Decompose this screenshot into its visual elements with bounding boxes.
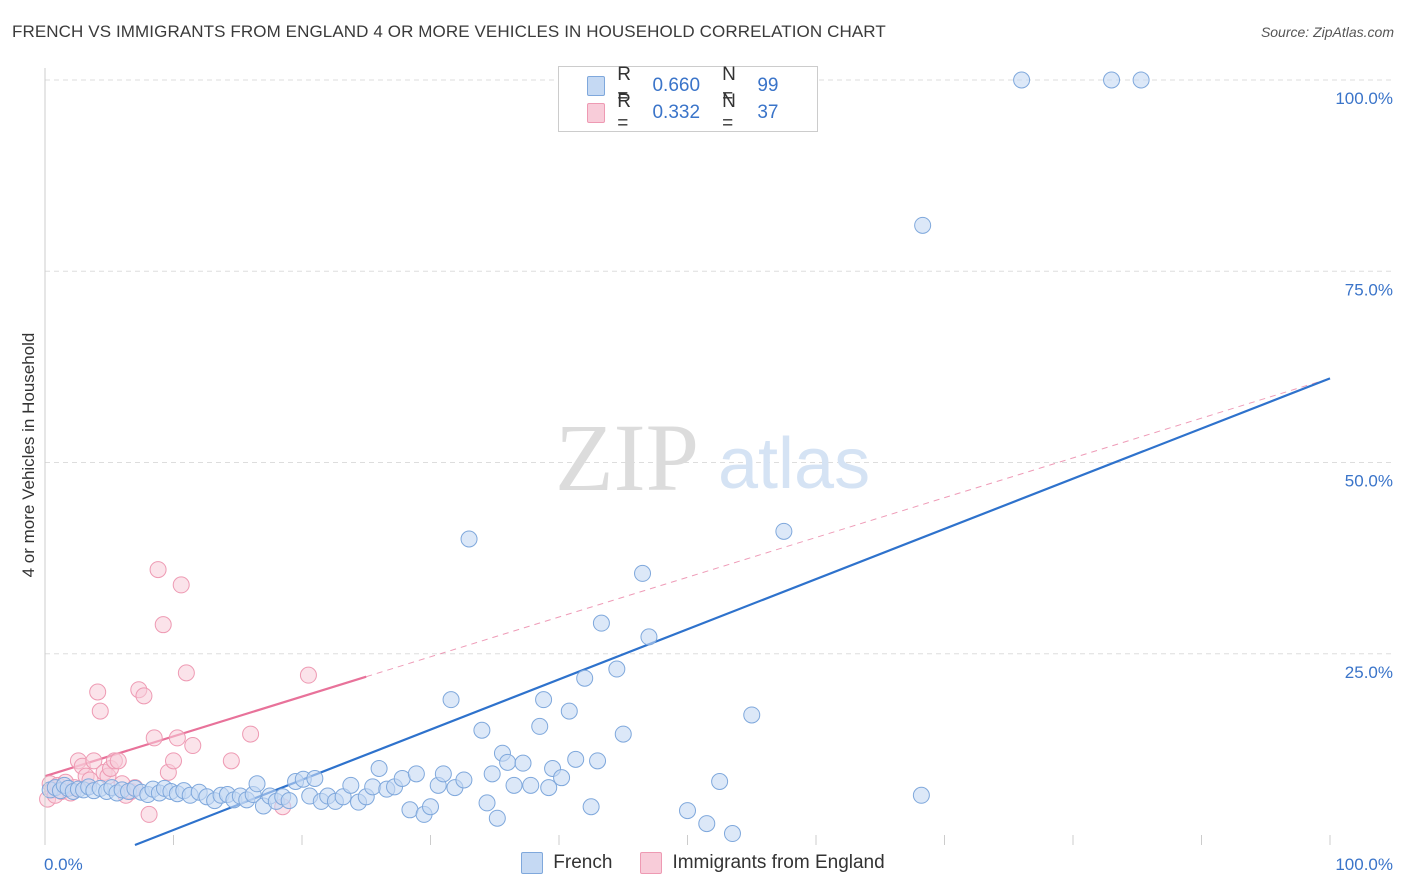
y-tick-label: 75.0% xyxy=(1345,280,1393,299)
y-tick-label: 100.0% xyxy=(1335,89,1393,108)
england-point xyxy=(140,805,158,823)
legend-n-value: 99 xyxy=(757,75,779,96)
legend-row-england: R = 0.332 N = 37 xyxy=(587,91,817,134)
french-point xyxy=(711,773,729,791)
england-point xyxy=(149,561,167,579)
series-label-french: French xyxy=(553,852,613,873)
legend-swatch-french xyxy=(587,76,606,96)
french-trend-line xyxy=(134,377,1331,847)
french-point xyxy=(248,775,266,793)
series-legend: French Immigrants from England xyxy=(0,852,1406,874)
legend-r-label: R = xyxy=(617,91,631,134)
watermark-zip: ZIP xyxy=(555,404,699,511)
french-point xyxy=(640,628,658,646)
french-point xyxy=(306,769,324,787)
french-point xyxy=(364,778,382,796)
french-point xyxy=(582,798,600,816)
french-point xyxy=(775,522,793,540)
england-point xyxy=(299,666,317,684)
england-point xyxy=(145,729,163,747)
england-point xyxy=(165,752,182,770)
y-tick-label: 25.0% xyxy=(1345,663,1393,682)
england-point xyxy=(85,752,103,770)
french-point xyxy=(914,216,932,234)
french-point xyxy=(614,725,632,743)
french-point xyxy=(1132,71,1150,89)
french-point xyxy=(560,702,578,720)
series-swatch-england xyxy=(640,852,663,874)
french-point xyxy=(1013,71,1031,89)
french-point xyxy=(280,792,298,810)
series-swatch-french xyxy=(521,852,544,874)
england-point xyxy=(177,664,195,682)
french-point xyxy=(442,691,460,709)
french-point xyxy=(592,614,610,632)
french-point xyxy=(434,765,452,783)
french-point xyxy=(553,769,571,787)
french-point xyxy=(483,765,501,783)
french-point xyxy=(567,750,585,768)
england-point xyxy=(135,687,153,705)
french-point xyxy=(342,776,360,794)
french-point xyxy=(401,801,419,819)
england-point xyxy=(91,702,109,720)
french-point xyxy=(535,691,553,709)
legend-r-value: 0.660 xyxy=(652,75,701,96)
legend-n-label: N = xyxy=(722,64,736,107)
england-point xyxy=(222,752,240,770)
legend-n-value: 37 xyxy=(757,102,779,123)
french-point xyxy=(488,809,506,827)
legend-r-label: R = xyxy=(617,64,631,107)
french-point xyxy=(407,765,425,783)
x-tick-label: 100.0% xyxy=(1335,855,1393,874)
series-legend-french: French xyxy=(521,852,612,874)
series-legend-england: Immigrants from England xyxy=(640,852,885,874)
stats-legend: R = 0.660 N = 99 R = 0.332 N = 37 xyxy=(558,64,818,134)
french-point xyxy=(576,669,594,687)
french-point xyxy=(499,753,517,771)
french-point xyxy=(912,786,930,804)
french-point xyxy=(473,721,491,739)
french-point xyxy=(634,564,652,582)
series-label-england: Immigrants from England xyxy=(672,852,885,873)
legend-n-label: N = xyxy=(722,91,736,134)
y-axis-label: 4 or more Vehicles in Household xyxy=(19,333,38,578)
french-point xyxy=(698,815,716,833)
french-point xyxy=(589,752,607,770)
french-point xyxy=(1103,71,1121,89)
french-point xyxy=(514,754,532,772)
source-label: Source: ZipAtlas.com xyxy=(1260,24,1394,40)
french-point xyxy=(540,779,558,797)
england-point xyxy=(184,737,202,755)
legend-row-french: R = 0.660 N = 99 xyxy=(587,64,817,107)
england-point xyxy=(168,729,186,747)
chart-title: FRENCH VS IMMIGRANTS FROM ENGLAND 4 OR M… xyxy=(12,22,886,41)
legend-swatch-england xyxy=(587,103,606,123)
legend-r-value: 0.332 xyxy=(652,102,701,123)
french-point xyxy=(608,660,626,678)
watermark-atlas: atlas xyxy=(718,424,870,504)
french-point xyxy=(422,798,439,816)
french-point xyxy=(522,776,540,794)
england-point xyxy=(89,683,107,701)
england-point xyxy=(172,576,190,594)
french-point xyxy=(393,769,411,787)
england-point xyxy=(242,725,260,743)
french-point xyxy=(505,776,523,794)
french-point xyxy=(531,717,549,735)
french-point xyxy=(455,771,473,789)
french-point xyxy=(460,530,478,548)
england-trend-extension xyxy=(366,377,1331,678)
y-tick-label: 50.0% xyxy=(1345,472,1393,491)
french-point xyxy=(743,706,761,724)
french-point xyxy=(723,825,741,843)
french-point xyxy=(679,802,696,820)
england-point xyxy=(154,616,172,634)
england-point xyxy=(109,752,127,770)
x-tick-label: 0.0% xyxy=(44,855,83,874)
french-point xyxy=(370,760,388,777)
french-point xyxy=(478,794,496,812)
